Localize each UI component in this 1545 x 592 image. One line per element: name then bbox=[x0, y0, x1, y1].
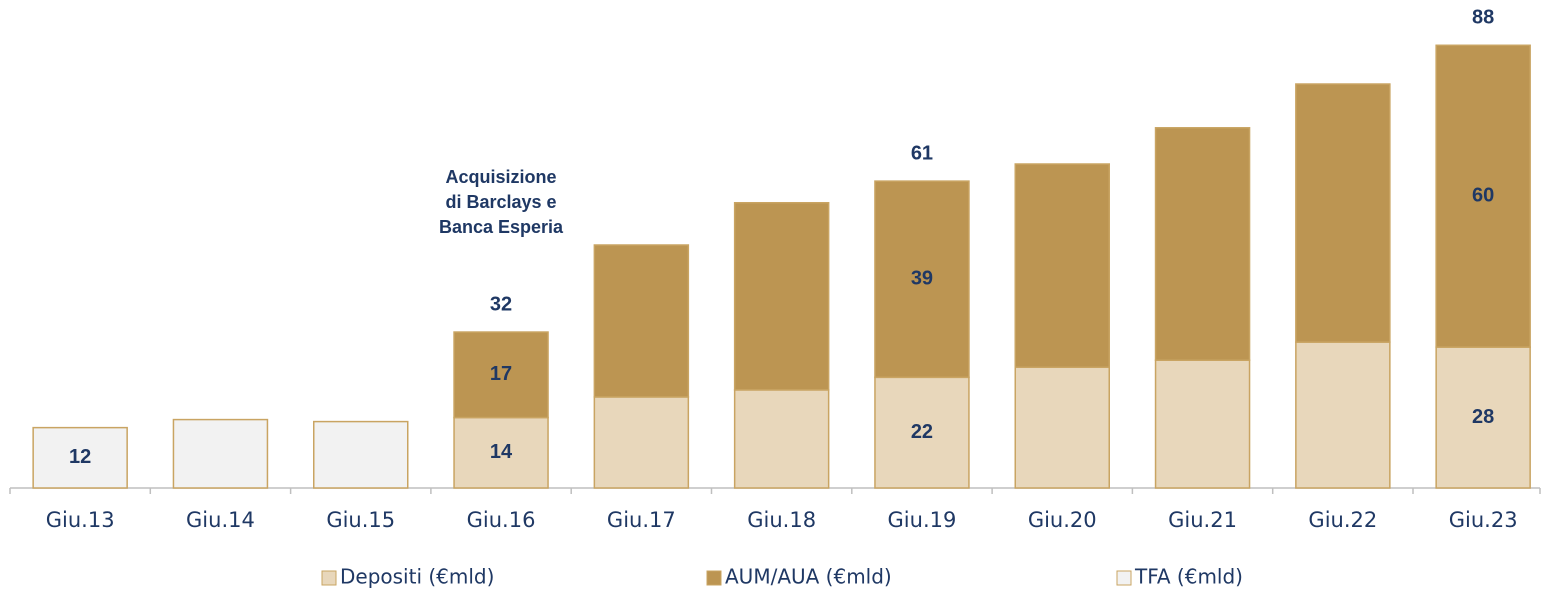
value-label: 39 bbox=[911, 267, 933, 289]
x-tick-label: Giu.20 bbox=[1028, 508, 1097, 532]
bar-segment bbox=[1435, 346, 1531, 489]
bar-segment bbox=[453, 331, 549, 419]
x-tick-label: Giu.21 bbox=[1168, 508, 1237, 532]
x-tick-label: Giu.22 bbox=[1308, 508, 1377, 532]
x-tick-label: Giu.13 bbox=[46, 508, 115, 532]
x-tick-label: Giu.19 bbox=[888, 508, 957, 532]
value-label: 28 bbox=[1472, 406, 1494, 428]
bar-segment bbox=[1295, 83, 1391, 343]
bar-segment bbox=[1154, 359, 1251, 489]
annotation: Banca Esperia bbox=[439, 217, 564, 237]
total-label: 32 bbox=[490, 293, 512, 315]
bar-segment bbox=[32, 426, 128, 489]
legend-label: TFA (€mld) bbox=[1134, 565, 1243, 589]
bar-segment bbox=[1435, 44, 1531, 348]
bar-segment bbox=[313, 420, 409, 489]
bar-segment bbox=[733, 389, 830, 489]
value-label: 14 bbox=[490, 441, 513, 463]
x-tick-label: Giu.23 bbox=[1449, 508, 1518, 532]
bar-segment bbox=[1295, 341, 1391, 489]
x-tick-label: Giu.17 bbox=[607, 508, 676, 532]
x-tick-label: Giu.15 bbox=[326, 508, 395, 532]
value-label: 17 bbox=[490, 363, 512, 385]
legend-label: AUM/AUA (€mld) bbox=[725, 565, 892, 589]
legend-swatch bbox=[321, 570, 337, 586]
bar-segment bbox=[172, 418, 269, 489]
value-label: 12 bbox=[69, 446, 91, 468]
total-label: 88 bbox=[1472, 7, 1494, 29]
value-label: 22 bbox=[911, 421, 933, 443]
bar-segment bbox=[874, 376, 970, 489]
total-label: 61 bbox=[911, 142, 933, 164]
bar-segment bbox=[733, 201, 830, 391]
value-label: 60 bbox=[1472, 184, 1494, 206]
annotation: Acquisizione bbox=[446, 167, 557, 187]
bar-segment bbox=[593, 396, 690, 489]
bar-segment bbox=[1014, 163, 1110, 369]
bar-segment bbox=[1154, 127, 1251, 361]
bar-segment bbox=[593, 244, 690, 398]
legend-swatch bbox=[1116, 570, 1132, 586]
annotation: di Barclays e bbox=[446, 192, 557, 212]
bar-segment bbox=[1014, 366, 1110, 489]
bar-segment bbox=[453, 416, 549, 489]
x-tick-label: Giu.16 bbox=[467, 508, 536, 532]
x-tick-label: Giu.14 bbox=[186, 508, 255, 532]
legend-swatch bbox=[706, 570, 722, 586]
legend-label: Depositi (€mld) bbox=[340, 565, 494, 589]
x-tick-label: Giu.18 bbox=[747, 508, 816, 532]
bar-segment bbox=[874, 180, 970, 379]
